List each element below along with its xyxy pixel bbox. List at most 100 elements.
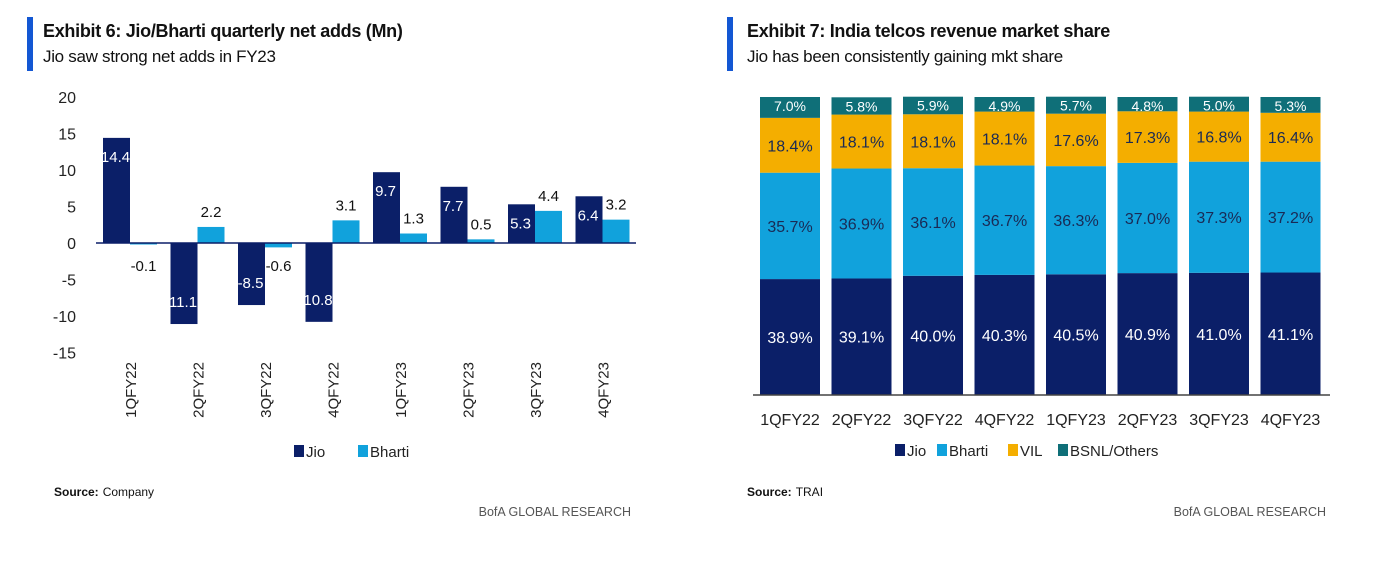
- x-tick-label: 4QFY22: [975, 412, 1035, 429]
- bar-segment-bsnl-others: [974, 97, 1035, 112]
- data-label: 38.9%: [767, 330, 812, 347]
- y-tick-label: 15: [58, 127, 76, 144]
- legend-label: Bharti: [949, 443, 988, 460]
- data-label: 16.8%: [1196, 130, 1241, 147]
- bar-jio: [440, 186, 468, 243]
- bar-segment-bharti: [1260, 161, 1321, 273]
- data-label: 18.1%: [910, 134, 955, 151]
- legend-swatch: [1008, 444, 1018, 456]
- bar-segment-vil: [831, 114, 892, 169]
- bar-segment-bsnl-others: [1189, 96, 1249, 112]
- bar-segment-vil: [903, 114, 963, 169]
- y-tick-label: 10: [58, 163, 76, 180]
- y-tick-label: -5: [62, 273, 76, 290]
- data-label: 18.4%: [767, 138, 812, 155]
- bar-bharti: [467, 239, 495, 243]
- data-label: 17.3%: [1125, 130, 1170, 147]
- x-tick-label: 2QFY22: [191, 362, 208, 418]
- data-label: -0.1: [131, 258, 157, 275]
- bar-segment-vil: [760, 117, 820, 173]
- exhibit-7-panel: Exhibit 7: India telcos revenue market s…: [700, 0, 1360, 585]
- bar-segment-jio: [760, 279, 820, 395]
- bar-segment-vil: [1260, 112, 1321, 162]
- source-note: Source: TRAI: [747, 485, 823, 499]
- bar-segment-jio: [1046, 274, 1106, 395]
- exhibit-6-panel: Exhibit 6: Jio/Bharti quarterly net adds…: [0, 0, 660, 585]
- data-label: 18.1%: [982, 132, 1027, 149]
- data-label: -8.5: [238, 275, 264, 292]
- data-label: 36.7%: [982, 213, 1027, 230]
- y-tick-label: 0: [67, 236, 76, 253]
- legend-label: VIL: [1020, 443, 1043, 460]
- bar-segment-vil: [1189, 111, 1249, 162]
- data-label: 16.4%: [1268, 130, 1313, 147]
- data-label: 3.2: [606, 197, 627, 214]
- data-label: 9.7: [375, 183, 396, 200]
- bar-bharti: [400, 233, 427, 243]
- y-tick-label: -10: [53, 309, 76, 326]
- data-label: 10.8: [303, 292, 332, 309]
- y-tick-label: 20: [58, 90, 76, 107]
- source-note: Source: Company: [54, 485, 154, 499]
- bar-segment-jio: [1117, 273, 1178, 395]
- y-tick-label: -15: [53, 346, 76, 363]
- x-tick-label: 1QFY22: [123, 362, 140, 418]
- bar-bharti: [602, 219, 630, 243]
- data-label: 18.1%: [839, 135, 884, 152]
- x-tick-label: 3QFY22: [258, 362, 275, 418]
- brand-label: BofA GLOBAL RESEARCH: [478, 505, 631, 519]
- bar-segment-bsnl-others: [1046, 96, 1106, 114]
- x-tick-label: 3QFY22: [903, 412, 963, 429]
- bar-segment-bsnl-others: [903, 96, 963, 115]
- chart-title: Exhibit 7: India telcos revenue market s…: [747, 21, 1110, 41]
- bar-segment-bsnl-others: [760, 97, 820, 118]
- data-label: 40.0%: [910, 328, 955, 345]
- legend-swatch-bharti: [358, 445, 368, 457]
- x-tick-label: 4QFY23: [596, 362, 613, 418]
- bar-segment-bsnl-others: [1117, 97, 1178, 112]
- net-adds-chart: 20 15 10 5 0 -5 -10 -15 14.4 -0.1 1QFY22 11.1 2.2 2QF…: [53, 90, 636, 461]
- chart-subtitle: Jio has been consistently gaining mkt sh…: [747, 47, 1063, 66]
- data-label: 2.2: [201, 204, 222, 221]
- x-tick-label: 2QFY23: [461, 362, 478, 418]
- bar-segment-jio: [1189, 272, 1249, 395]
- bar-segment-vil: [1046, 113, 1106, 167]
- data-label: 5.3%: [1275, 98, 1307, 114]
- x-tick-label: 1QFY23: [1046, 412, 1106, 429]
- source-label: Source:: [54, 485, 99, 499]
- legend-label-jio: Jio: [306, 444, 325, 461]
- x-tick-label: 4QFY23: [1261, 412, 1321, 429]
- bar-segment-bharti: [760, 172, 820, 280]
- bar-segment-jio: [1260, 272, 1321, 395]
- data-label: 36.9%: [839, 217, 884, 234]
- data-label: 37.2%: [1268, 210, 1313, 227]
- bar-bharti: [332, 220, 360, 243]
- data-label: 4.8%: [1132, 98, 1164, 114]
- x-tick-label: 2QFY23: [1118, 412, 1178, 429]
- data-label: 17.6%: [1053, 133, 1098, 150]
- x-tick-label: 1QFY23: [393, 362, 410, 418]
- data-label: 40.5%: [1053, 328, 1098, 345]
- legend-label-bharti: Bharti: [370, 444, 409, 461]
- x-tick-label: 3QFY23: [528, 362, 545, 418]
- bar-jio: [238, 243, 265, 306]
- legend-swatch: [937, 444, 947, 456]
- data-label: 5.0%: [1203, 98, 1235, 114]
- x-tick-label: 2QFY22: [832, 412, 892, 429]
- bar-segment-vil: [1117, 111, 1178, 163]
- data-label: 3.1: [336, 197, 357, 214]
- data-label: -0.6: [266, 258, 292, 275]
- data-label: 4.4: [538, 188, 559, 205]
- data-label: 0.5: [471, 216, 492, 233]
- x-tick-label: 4QFY22: [326, 362, 343, 418]
- accent-bar: [27, 17, 33, 71]
- data-label: 40.3%: [982, 328, 1027, 345]
- market-share-chart: 38.9% 35.7% 18.4% 7.0% 1QFY22 39.1% 36.9% 18.1%…: [753, 96, 1330, 460]
- data-label: 39.1%: [839, 330, 884, 347]
- legend-swatch: [1058, 444, 1068, 456]
- data-label: 5.3: [510, 215, 531, 232]
- bar-bharti: [265, 243, 292, 248]
- bar-segment-bharti: [1046, 166, 1106, 275]
- bar-segment-jio: [831, 278, 892, 395]
- source-label: Source:: [747, 485, 792, 499]
